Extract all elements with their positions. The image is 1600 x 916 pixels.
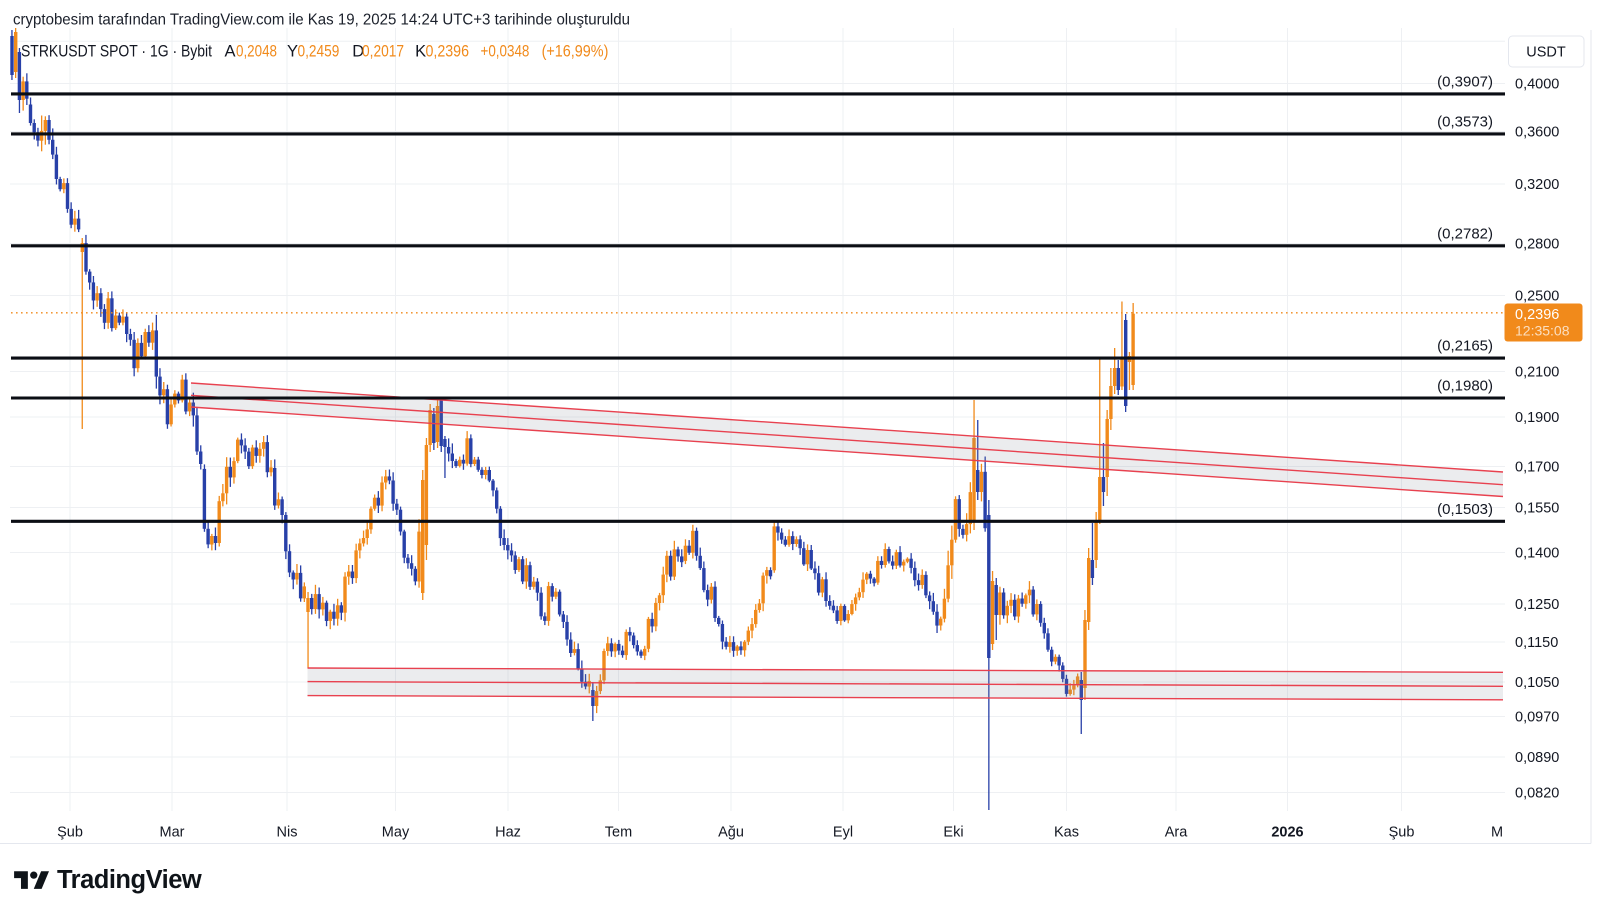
svg-text:0,0820: 0,0820 <box>1515 786 1559 802</box>
svg-text:12:35:08: 12:35:08 <box>1515 323 1570 339</box>
svg-text:STRKUSDT SPOT · 1G · Bybit: STRKUSDT SPOT · 1G · Bybit <box>21 43 212 61</box>
svg-text:cryptobesim tarafından Trading: cryptobesim tarafından TradingView.com i… <box>13 12 630 29</box>
svg-text:USDT: USDT <box>1526 45 1566 61</box>
svg-text:Ağu: Ağu <box>718 825 744 841</box>
svg-text:(0,1503): (0,1503) <box>1437 501 1493 518</box>
svg-text:0,1250: 0,1250 <box>1515 597 1559 613</box>
svg-text:Eyl: Eyl <box>833 825 853 841</box>
svg-text:0,1900: 0,1900 <box>1515 410 1559 426</box>
svg-text:0,4000: 0,4000 <box>1515 77 1559 93</box>
svg-text:Kas: Kas <box>1054 825 1079 841</box>
svg-text:0,1700: 0,1700 <box>1515 460 1559 476</box>
svg-text:(0,2782): (0,2782) <box>1437 225 1493 242</box>
svg-text:(0,3907): (0,3907) <box>1437 73 1493 90</box>
svg-text:2026: 2026 <box>1271 825 1303 841</box>
svg-text:(0,3573): (0,3573) <box>1437 113 1493 130</box>
svg-text:Eki: Eki <box>943 825 963 841</box>
svg-text:0,1550: 0,1550 <box>1515 501 1559 517</box>
svg-text:0,0970: 0,0970 <box>1515 710 1559 726</box>
svg-text:0,2017: 0,2017 <box>362 43 404 61</box>
svg-text:0,0890: 0,0890 <box>1515 750 1559 766</box>
svg-text:0,2459: 0,2459 <box>298 43 340 61</box>
svg-text:Tem: Tem <box>605 825 632 841</box>
svg-text:Şub: Şub <box>1389 825 1415 841</box>
svg-text:(+16,99%): (+16,99%) <box>542 43 609 61</box>
svg-text:(0,1980): (0,1980) <box>1437 378 1493 395</box>
svg-text:Mar: Mar <box>160 825 185 841</box>
svg-text:0,2500: 0,2500 <box>1515 289 1559 305</box>
svg-text:A: A <box>225 43 236 61</box>
svg-text:Ara: Ara <box>1165 825 1189 841</box>
svg-text:May: May <box>382 825 410 841</box>
svg-text:0,2396: 0,2396 <box>426 43 470 61</box>
svg-text:0,2100: 0,2100 <box>1515 365 1559 381</box>
svg-text:Haz: Haz <box>495 825 521 841</box>
svg-text:Y: Y <box>287 43 298 61</box>
svg-text:M: M <box>1491 825 1503 841</box>
svg-text:K: K <box>415 43 426 61</box>
svg-text:0,3600: 0,3600 <box>1515 125 1559 141</box>
svg-text:Şub: Şub <box>57 825 83 841</box>
svg-text:(0,2165): (0,2165) <box>1437 338 1493 355</box>
svg-text:0,2800: 0,2800 <box>1515 237 1559 253</box>
svg-text:0,1050: 0,1050 <box>1515 675 1559 691</box>
svg-text:+0,0348: +0,0348 <box>481 43 530 61</box>
svg-text:D: D <box>352 43 364 61</box>
svg-text:0,2048: 0,2048 <box>236 43 277 61</box>
svg-text:0,3200: 0,3200 <box>1515 177 1559 193</box>
svg-text:0,2396: 0,2396 <box>1515 307 1559 323</box>
svg-text:0,1400: 0,1400 <box>1515 546 1559 562</box>
svg-text:0,1150: 0,1150 <box>1515 635 1558 651</box>
svg-text:Nis: Nis <box>277 825 298 841</box>
svg-text:TradingView: TradingView <box>57 866 202 894</box>
